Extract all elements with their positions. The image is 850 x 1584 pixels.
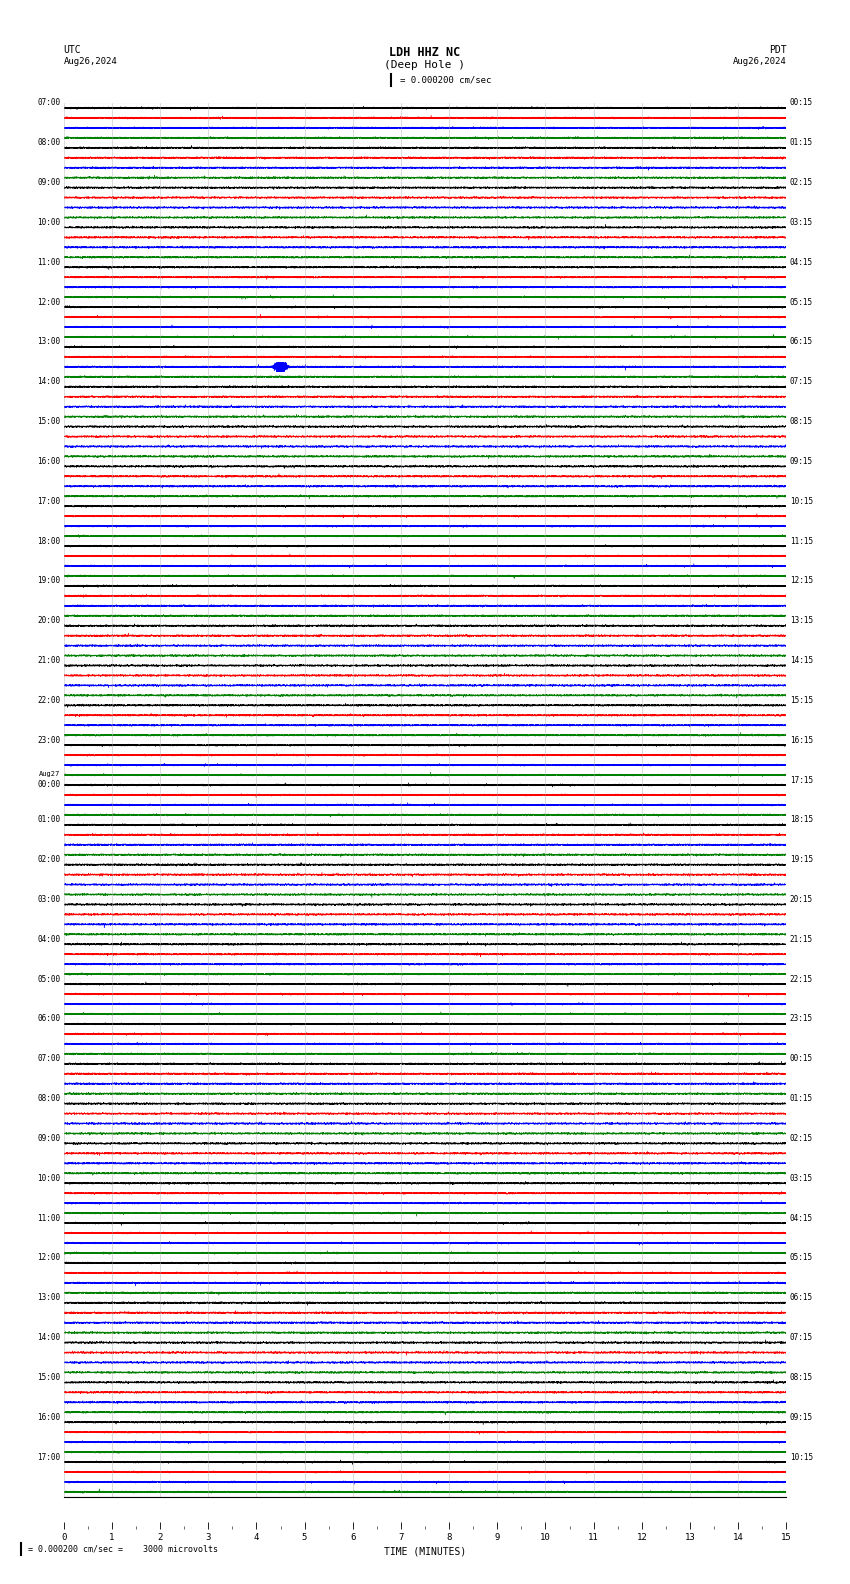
Text: = 0.000200 cm/sec =    3000 microvolts: = 0.000200 cm/sec = 3000 microvolts (28, 1544, 218, 1554)
Text: 09:15: 09:15 (790, 1413, 813, 1422)
Text: 22:15: 22:15 (790, 974, 813, 984)
Text: 19:15: 19:15 (790, 855, 813, 865)
Text: 18:00: 18:00 (37, 537, 60, 545)
Text: UTC: UTC (64, 44, 82, 54)
Text: 00:15: 00:15 (790, 1055, 813, 1063)
Text: 12:15: 12:15 (790, 577, 813, 586)
Text: 06:15: 06:15 (790, 1293, 813, 1302)
Text: Aug26,2024: Aug26,2024 (64, 57, 117, 65)
Text: 00:00: 00:00 (37, 779, 60, 789)
Text: 06:00: 06:00 (37, 1014, 60, 1023)
Text: 23:00: 23:00 (37, 735, 60, 744)
Text: 20:15: 20:15 (790, 895, 813, 904)
Text: 14:00: 14:00 (37, 1334, 60, 1342)
Text: 11:00: 11:00 (37, 258, 60, 266)
Text: 14:00: 14:00 (37, 377, 60, 386)
Text: 01:15: 01:15 (790, 1095, 813, 1102)
Text: 07:00: 07:00 (37, 98, 60, 108)
Text: 08:00: 08:00 (37, 1095, 60, 1102)
Text: 02:15: 02:15 (790, 177, 813, 187)
Text: 23:15: 23:15 (790, 1014, 813, 1023)
Text: 15:00: 15:00 (37, 417, 60, 426)
Text: Aug27: Aug27 (39, 771, 60, 776)
Text: 13:00: 13:00 (37, 337, 60, 347)
Text: 01:00: 01:00 (37, 816, 60, 824)
Text: (Deep Hole ): (Deep Hole ) (384, 60, 466, 70)
Text: 02:00: 02:00 (37, 855, 60, 865)
Text: 07:15: 07:15 (790, 1334, 813, 1342)
Text: 08:15: 08:15 (790, 417, 813, 426)
Text: 14:15: 14:15 (790, 656, 813, 665)
Text: 06:15: 06:15 (790, 337, 813, 347)
Text: LDH HHZ NC: LDH HHZ NC (389, 46, 461, 59)
Text: 09:15: 09:15 (790, 456, 813, 466)
Text: 16:00: 16:00 (37, 1413, 60, 1422)
Text: 17:15: 17:15 (790, 776, 813, 784)
Text: 12:00: 12:00 (37, 1253, 60, 1262)
Text: 00:15: 00:15 (790, 98, 813, 108)
Text: 10:15: 10:15 (790, 497, 813, 505)
Text: 04:15: 04:15 (790, 1213, 813, 1223)
Text: 19:00: 19:00 (37, 577, 60, 586)
Text: 10:00: 10:00 (37, 1174, 60, 1183)
Text: 07:00: 07:00 (37, 1055, 60, 1063)
Text: 16:15: 16:15 (790, 735, 813, 744)
Text: 11:15: 11:15 (790, 537, 813, 545)
Text: 17:00: 17:00 (37, 1453, 60, 1462)
Text: Aug26,2024: Aug26,2024 (733, 57, 786, 65)
Text: 08:00: 08:00 (37, 138, 60, 147)
Text: 09:00: 09:00 (37, 1134, 60, 1144)
Text: 15:00: 15:00 (37, 1373, 60, 1381)
Text: 13:15: 13:15 (790, 616, 813, 626)
Text: 04:00: 04:00 (37, 935, 60, 944)
Text: 17:00: 17:00 (37, 497, 60, 505)
Text: 02:15: 02:15 (790, 1134, 813, 1144)
Text: 13:00: 13:00 (37, 1293, 60, 1302)
Text: PDT: PDT (768, 44, 786, 54)
X-axis label: TIME (MINUTES): TIME (MINUTES) (384, 1546, 466, 1557)
Text: 10:00: 10:00 (37, 219, 60, 227)
Text: 16:00: 16:00 (37, 456, 60, 466)
Text: 05:15: 05:15 (790, 298, 813, 307)
Text: 21:15: 21:15 (790, 935, 813, 944)
Text: 15:15: 15:15 (790, 695, 813, 705)
Text: 08:15: 08:15 (790, 1373, 813, 1381)
Text: 04:15: 04:15 (790, 258, 813, 266)
Text: 03:15: 03:15 (790, 219, 813, 227)
Text: 05:15: 05:15 (790, 1253, 813, 1262)
Text: = 0.000200 cm/sec: = 0.000200 cm/sec (400, 76, 490, 84)
Text: 21:00: 21:00 (37, 656, 60, 665)
Text: 03:15: 03:15 (790, 1174, 813, 1183)
Text: 12:00: 12:00 (37, 298, 60, 307)
Text: 05:00: 05:00 (37, 974, 60, 984)
Text: 03:00: 03:00 (37, 895, 60, 904)
Text: 01:15: 01:15 (790, 138, 813, 147)
Text: 10:15: 10:15 (790, 1453, 813, 1462)
Text: 18:15: 18:15 (790, 816, 813, 824)
Text: 11:00: 11:00 (37, 1213, 60, 1223)
Text: 09:00: 09:00 (37, 177, 60, 187)
Text: 20:00: 20:00 (37, 616, 60, 626)
Text: 07:15: 07:15 (790, 377, 813, 386)
Text: 22:00: 22:00 (37, 695, 60, 705)
